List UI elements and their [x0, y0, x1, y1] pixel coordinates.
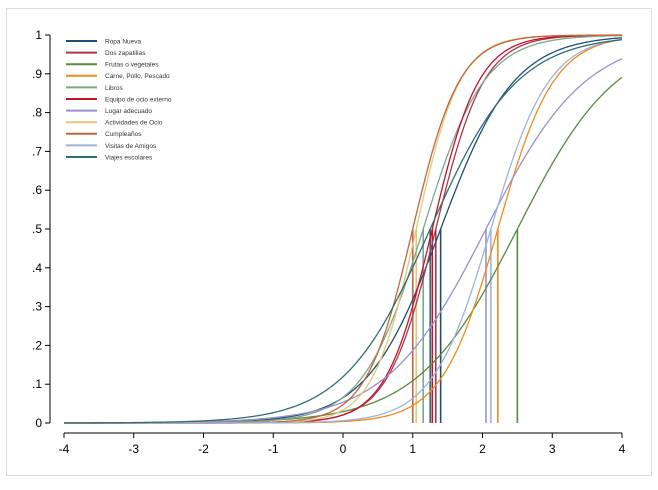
- legend-label-3: Carne, Pollo, Pescado: [105, 73, 170, 80]
- x-tick-label-2: -2: [198, 442, 209, 456]
- y-tick-label-2: .2: [32, 338, 42, 352]
- legend-label-8: Cumpleaños: [105, 131, 142, 138]
- x-tick-label-7: 3: [549, 442, 556, 456]
- y-tick-label-8: .8: [32, 106, 42, 120]
- legend-label-6: Lugar adecuado: [105, 108, 152, 115]
- x-tick-label-1: -3: [128, 442, 139, 456]
- legend-label-2: Frutas o vegetales: [105, 62, 159, 69]
- median-marker-lines: [411, 229, 519, 423]
- legend-label-10: Viajes escolares: [105, 154, 153, 161]
- x-tick-label-5: 1: [409, 442, 416, 456]
- legend: Ropa Nueva Dos zapatillas Frutas o vegetal…: [66, 38, 172, 161]
- legend-label-4: Libros: [105, 85, 123, 92]
- legend-label-1: Dos zapatillas: [105, 50, 146, 57]
- y-tick-label-6: .6: [32, 183, 42, 197]
- x-tick-label-8: 4: [619, 442, 626, 456]
- x-tick-label-3: -1: [268, 442, 279, 456]
- y-tick-label-1: .1: [32, 377, 42, 391]
- y-tick-label-4: .4: [32, 261, 42, 275]
- x-tick-label-6: 2: [479, 442, 486, 456]
- figure-border: [6, 8, 652, 476]
- legend-label-9: Visitas de Amigos: [105, 143, 157, 150]
- axes: 0 .1 .2 .3 .4 .5 .6 .7 .8 .9 1 -4 -3 -2 -1 0 1 2 3 4: [32, 28, 626, 456]
- y-tick-label-5: .5: [32, 222, 42, 236]
- y-tick-label-10: 1: [35, 28, 42, 42]
- y-tick-label-3: .3: [32, 300, 42, 314]
- series-line-9: [64, 38, 623, 424]
- legend-label-0: Ropa Nueva: [105, 38, 142, 45]
- series-line-10: [64, 39, 623, 424]
- y-tick-label-0: 0: [35, 416, 42, 430]
- series-curves: [64, 34, 623, 424]
- y-tick-label-7: .7: [32, 144, 42, 158]
- legend-label-7: Actividades de Ocio: [105, 120, 163, 127]
- x-tick-label-0: -4: [59, 442, 70, 456]
- legend-label-5: Equipo de ocio externo: [105, 96, 172, 103]
- x-tick-label-4: 0: [340, 442, 347, 456]
- y-tick-label-9: .9: [32, 67, 42, 81]
